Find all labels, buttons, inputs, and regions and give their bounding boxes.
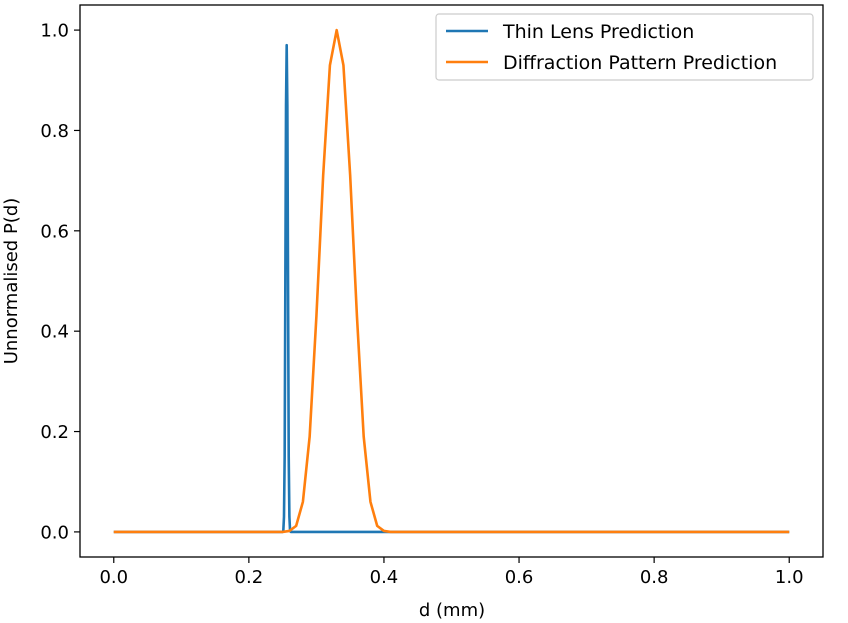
x-axis-ticks: 0.0 0.2 0.4 0.6 0.8 1.0 xyxy=(99,557,804,588)
x-axis-label: d (mm) xyxy=(419,600,485,621)
y-tick-label: 0.8 xyxy=(40,121,69,142)
x-tick-label: 0.0 xyxy=(99,567,128,588)
legend-label-0: Thin Lens Prediction xyxy=(502,21,694,43)
y-axis-label: Unnormalised P(d) xyxy=(1,198,22,365)
y-tick-label: 0.6 xyxy=(40,221,69,242)
legend: Thin Lens Prediction Diffraction Pattern … xyxy=(435,13,814,81)
legend-label-1: Diffraction Pattern Prediction xyxy=(503,52,777,74)
y-tick-label: 1.0 xyxy=(40,21,69,42)
series-line-0 xyxy=(113,43,790,534)
x-tick-label: 0.6 xyxy=(505,567,534,588)
x-tick-label: 0.2 xyxy=(235,567,264,588)
series-line-1 xyxy=(113,28,790,534)
axes-border xyxy=(79,4,824,558)
y-tick-label: 0.2 xyxy=(40,422,69,443)
y-tick-label: 0.4 xyxy=(40,322,69,343)
legend-box xyxy=(435,13,814,81)
y-tick-label: 0.0 xyxy=(40,522,69,543)
y-axis-ticks: 0.0 0.2 0.4 0.6 0.8 1.0 xyxy=(40,21,80,543)
axes-frame xyxy=(79,4,824,558)
x-tick-label: 1.0 xyxy=(775,567,804,588)
series-layer xyxy=(113,28,790,534)
x-tick-label: 0.4 xyxy=(370,567,399,588)
x-tick-label: 0.8 xyxy=(640,567,669,588)
